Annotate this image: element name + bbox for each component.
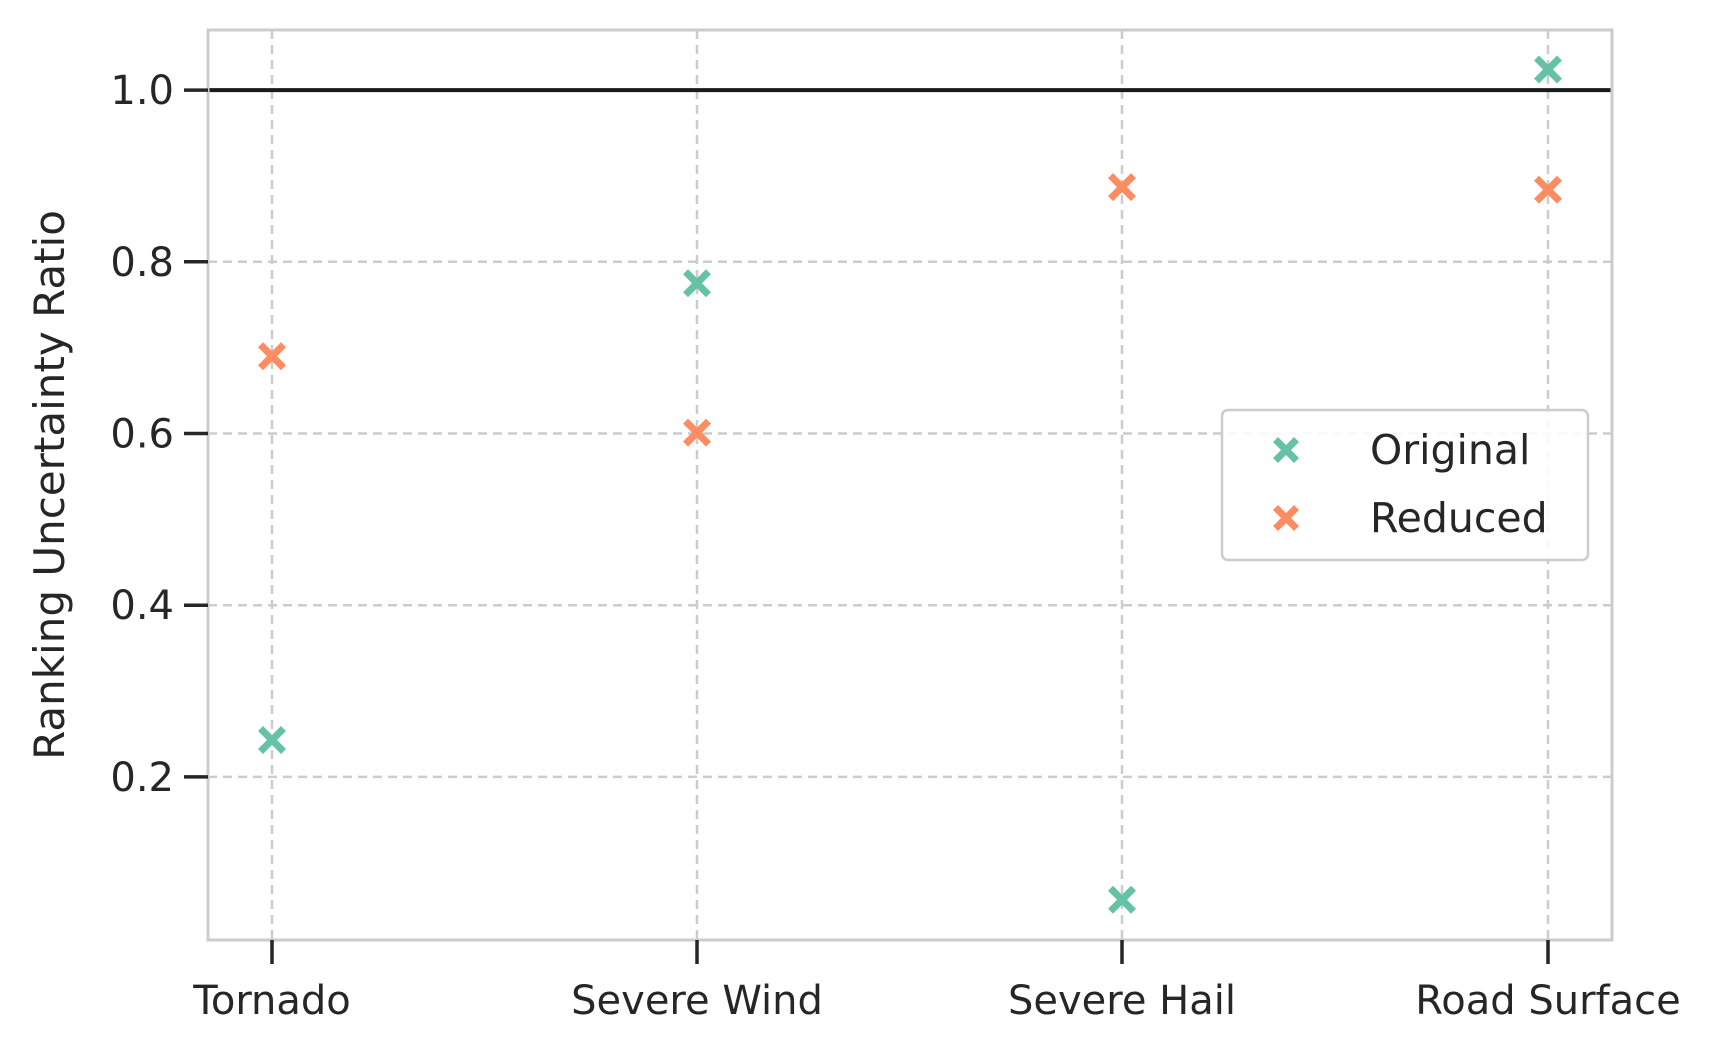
y-tick-label: 0.2 [110,755,174,801]
y-tick-label: 1.0 [110,68,174,114]
data-point-original [1534,55,1562,84]
marker-layer [258,55,1562,914]
legend-marker-shape [1273,437,1299,463]
x-tick-label: Severe Hail [1008,978,1236,1024]
legend-label-reduced: Reduced [1370,494,1548,542]
legend-item-original: Original [1273,426,1530,474]
legend-marker-original [1273,437,1299,463]
legend-item-reduced: Reduced [1273,494,1548,542]
data-point-original [683,269,711,298]
legend: Original Reduced [1220,408,1590,562]
data-point-original [1108,885,1136,914]
data-point-reduced [1108,173,1136,202]
data-point-reduced [1534,175,1562,204]
data-point-reduced [258,342,286,371]
y-tick-label: 0.6 [110,411,174,457]
legend-box [1220,408,1590,562]
data-point-original [258,726,286,754]
x-tick-label: Tornado [192,978,351,1024]
x-tick-label: Severe Wind [571,978,823,1024]
axis-layer: 0.2 0.4 0.6 0.8 1.0 Tornado Severe Wind Severe … [110,68,1680,1024]
plot-frame [206,28,1614,942]
data-point-reduced [683,418,711,447]
y-axis-title: Ranking Uncertainty Ratio [25,210,74,760]
legend-marker-reduced [1273,505,1299,531]
y-tick-label: 0.4 [110,583,174,629]
x-tick-label: Road Surface [1415,978,1680,1024]
y-tick-label: 0.8 [110,240,174,286]
legend-marker-shape [1273,505,1299,531]
legend-label-original: Original [1370,426,1530,474]
